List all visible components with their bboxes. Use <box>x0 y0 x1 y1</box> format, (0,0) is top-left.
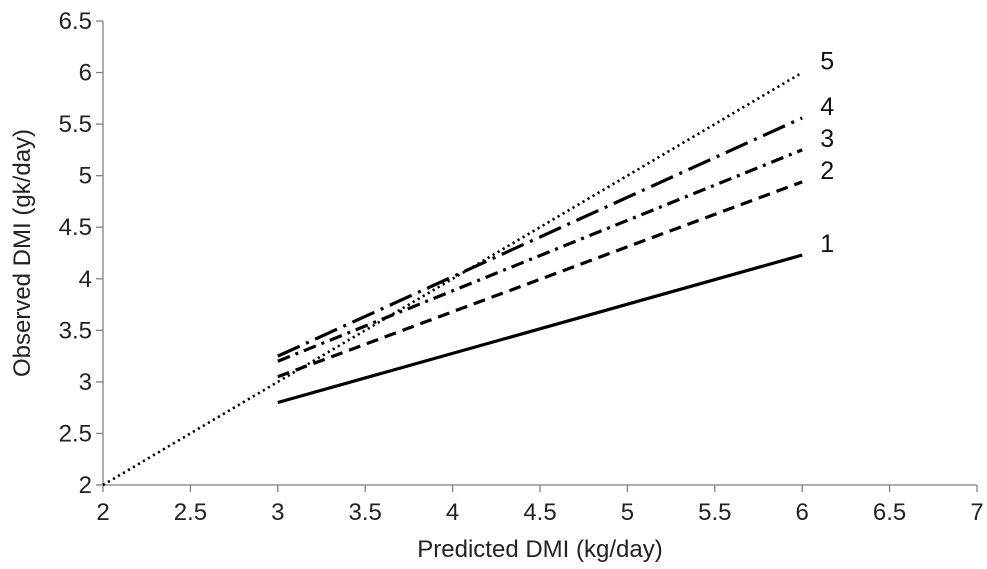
y-tick-label: 2.5 <box>59 420 92 447</box>
x-tick-label: 4 <box>446 499 459 526</box>
y-tick-label: 5.5 <box>59 111 92 138</box>
y-tick-label: 6 <box>79 60 92 87</box>
x-tick-label: 3 <box>271 499 284 526</box>
y-tick-label: 6.5 <box>59 8 92 35</box>
x-tick-label: 6.5 <box>873 499 906 526</box>
x-tick-label: 5 <box>621 499 634 526</box>
x-tick-label: 2 <box>96 499 109 526</box>
y-tick-label: 3 <box>79 369 92 396</box>
x-tick-label: 7 <box>970 499 983 526</box>
x-axis-title: Predicted DMI (kg/day) <box>417 536 662 563</box>
x-tick-label: 2.5 <box>174 499 207 526</box>
y-tick-label: 2 <box>79 472 92 499</box>
x-tick-label: 5.5 <box>698 499 731 526</box>
x-tick-label: 3.5 <box>349 499 382 526</box>
series-line-3 <box>277 148 803 363</box>
x-tick-label: 6 <box>796 499 809 526</box>
x-tick-label: 4.5 <box>523 499 556 526</box>
series-line-1 <box>277 253 803 405</box>
axes <box>102 21 977 486</box>
series-label-4: 4 <box>820 93 834 121</box>
series-label-1: 1 <box>820 230 834 258</box>
series-line-5 <box>102 71 803 487</box>
y-tick-label: 4.5 <box>59 214 92 241</box>
series-line-2 <box>277 180 803 379</box>
series-label-5: 5 <box>820 48 834 76</box>
y-tick-label: 4 <box>79 266 92 293</box>
series-label-2: 2 <box>820 157 834 185</box>
y-axis-title: Observed DMI (gk/day) <box>9 129 36 377</box>
series-label-3: 3 <box>820 125 834 153</box>
series-labels: 1 2 3 4 5 <box>820 48 834 259</box>
y-tick-label: 5 <box>79 163 92 190</box>
y-tick-label: 3.5 <box>59 317 92 344</box>
y-ticks: 2 2.5 3 3.5 4 4.5 5 5.5 6 6.5 <box>59 8 103 499</box>
x-ticks: 2 2.5 3 3.5 4 4.5 5 5.5 6 6.5 7 <box>96 485 984 526</box>
series-line-4 <box>277 116 803 358</box>
series-lines <box>102 71 803 487</box>
